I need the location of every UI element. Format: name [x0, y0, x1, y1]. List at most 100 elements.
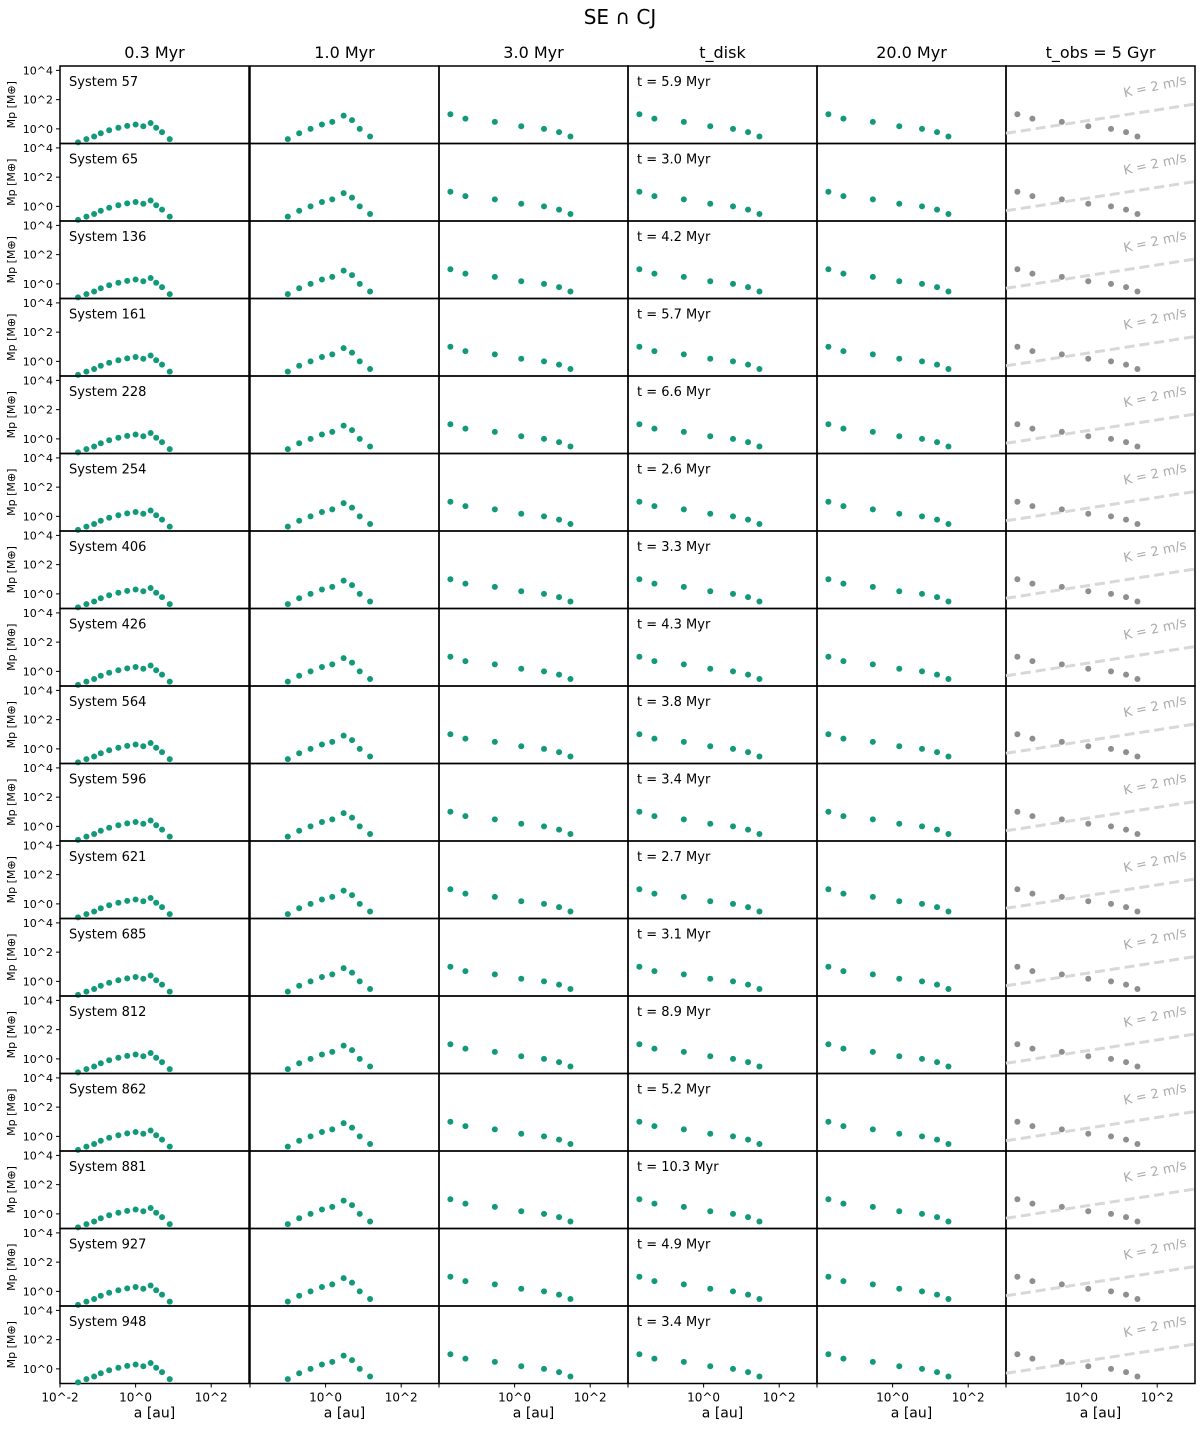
disk-time-label: t = 2.7 Myr	[637, 850, 711, 865]
system-label: System 927	[69, 1238, 146, 1253]
planet-point	[556, 749, 563, 756]
planet-point	[91, 753, 98, 760]
planet-point	[132, 121, 139, 128]
planet-point	[296, 440, 303, 447]
rv-limit-label: K = 2 m/s	[1122, 926, 1188, 954]
planet-point	[83, 1298, 90, 1305]
planet-point	[75, 836, 82, 843]
planet-point	[745, 516, 752, 523]
planet-point	[1029, 1200, 1036, 1207]
planet-point	[356, 1365, 363, 1372]
planet-point	[91, 1141, 98, 1148]
planet-point	[1108, 203, 1115, 210]
rv-limit-line	[1005, 257, 1196, 290]
planet-point	[106, 1367, 113, 1374]
planet-point	[934, 1291, 941, 1298]
planet-point	[1029, 115, 1036, 122]
planet-point	[147, 507, 154, 514]
planet-point	[147, 430, 154, 437]
panel-frame	[249, 1305, 440, 1385]
planet-point	[518, 278, 525, 285]
planet-point	[349, 117, 356, 124]
y-axis-label: Mp [M⊕]	[5, 391, 18, 438]
y-axis-label: Mp [M⊕]	[5, 1321, 18, 1368]
planet-point	[556, 284, 563, 291]
planet-point	[1085, 278, 1092, 285]
planet-point	[106, 669, 113, 676]
panel-frame	[249, 840, 440, 920]
planet-point	[1029, 425, 1036, 432]
planet-point	[518, 433, 525, 440]
planet-point	[340, 422, 347, 429]
system-label: System 621	[69, 850, 146, 865]
planet-point	[447, 1041, 454, 1048]
panel-grid: 0.3 Myr 1.0 Myr 3.0 Myr t_disk 20.0 Myr t_obs…	[5, 43, 1196, 1422]
planet-point	[1014, 1273, 1021, 1280]
planet-point	[680, 971, 687, 978]
panel-frame	[59, 1305, 250, 1385]
planet-point	[284, 213, 291, 220]
planet-point	[896, 1053, 903, 1060]
planet-point	[934, 129, 941, 136]
y-tick-label: 10^0	[23, 898, 53, 911]
planet-point	[75, 1146, 82, 1153]
planet-point	[166, 1143, 173, 1150]
planet-point	[97, 207, 104, 214]
planet-point	[367, 1063, 374, 1070]
planet-point	[919, 1210, 926, 1217]
planet-point	[1014, 653, 1021, 660]
planet-point	[518, 1053, 525, 1060]
planet-point	[447, 886, 454, 893]
rv-limit-label: K = 2 m/s	[1122, 1158, 1188, 1186]
planet-point	[541, 1055, 548, 1062]
planet-point	[707, 510, 714, 517]
y-tick-label: 10^2	[23, 326, 53, 339]
planet-point	[115, 822, 122, 829]
rv-limit-label: K = 2 m/s	[1122, 1313, 1188, 1341]
planet-point	[307, 823, 314, 830]
panel-frame	[249, 762, 440, 842]
planet-point	[1029, 735, 1036, 742]
panel-frame	[438, 1150, 629, 1230]
panel-frame	[816, 917, 1007, 997]
planet-point	[1134, 1063, 1141, 1070]
planet-point	[1123, 671, 1130, 678]
planet-point	[556, 671, 563, 678]
planet-point	[840, 580, 847, 587]
planet-point	[945, 366, 952, 373]
planet-point	[1014, 1041, 1021, 1048]
planet-point	[296, 207, 303, 214]
planet-point	[1058, 351, 1065, 358]
planet-point	[745, 904, 752, 911]
planet-point	[462, 813, 469, 820]
y-tick-label: 10^0	[23, 123, 53, 136]
rv-limit-line	[1005, 180, 1196, 213]
planet-point	[896, 975, 903, 982]
x-tick-label: 10^2	[1141, 1391, 1174, 1405]
panel-frame	[438, 452, 629, 532]
panel-frame	[438, 840, 629, 920]
planet-point	[115, 1132, 122, 1139]
planet-point	[1014, 576, 1021, 583]
planet-point	[83, 523, 90, 530]
planet-point	[707, 898, 714, 905]
panel-frame	[438, 1072, 629, 1152]
panel-frame	[249, 142, 440, 222]
planet-point	[919, 1365, 926, 1372]
planet-point	[567, 986, 574, 993]
panel-frame	[438, 530, 629, 610]
planet-point	[159, 206, 166, 213]
planet-point	[934, 1136, 941, 1143]
planet-point	[166, 136, 173, 143]
planet-point	[567, 753, 574, 760]
planet-point	[83, 291, 90, 298]
planet-point	[307, 745, 314, 752]
planet-point	[132, 896, 139, 903]
planet-point	[491, 738, 498, 745]
planet-point	[296, 517, 303, 524]
planet-point	[284, 1221, 291, 1228]
planet-point	[919, 280, 926, 287]
planet-point	[367, 211, 374, 218]
planet-point	[518, 898, 525, 905]
planet-point	[159, 1136, 166, 1143]
